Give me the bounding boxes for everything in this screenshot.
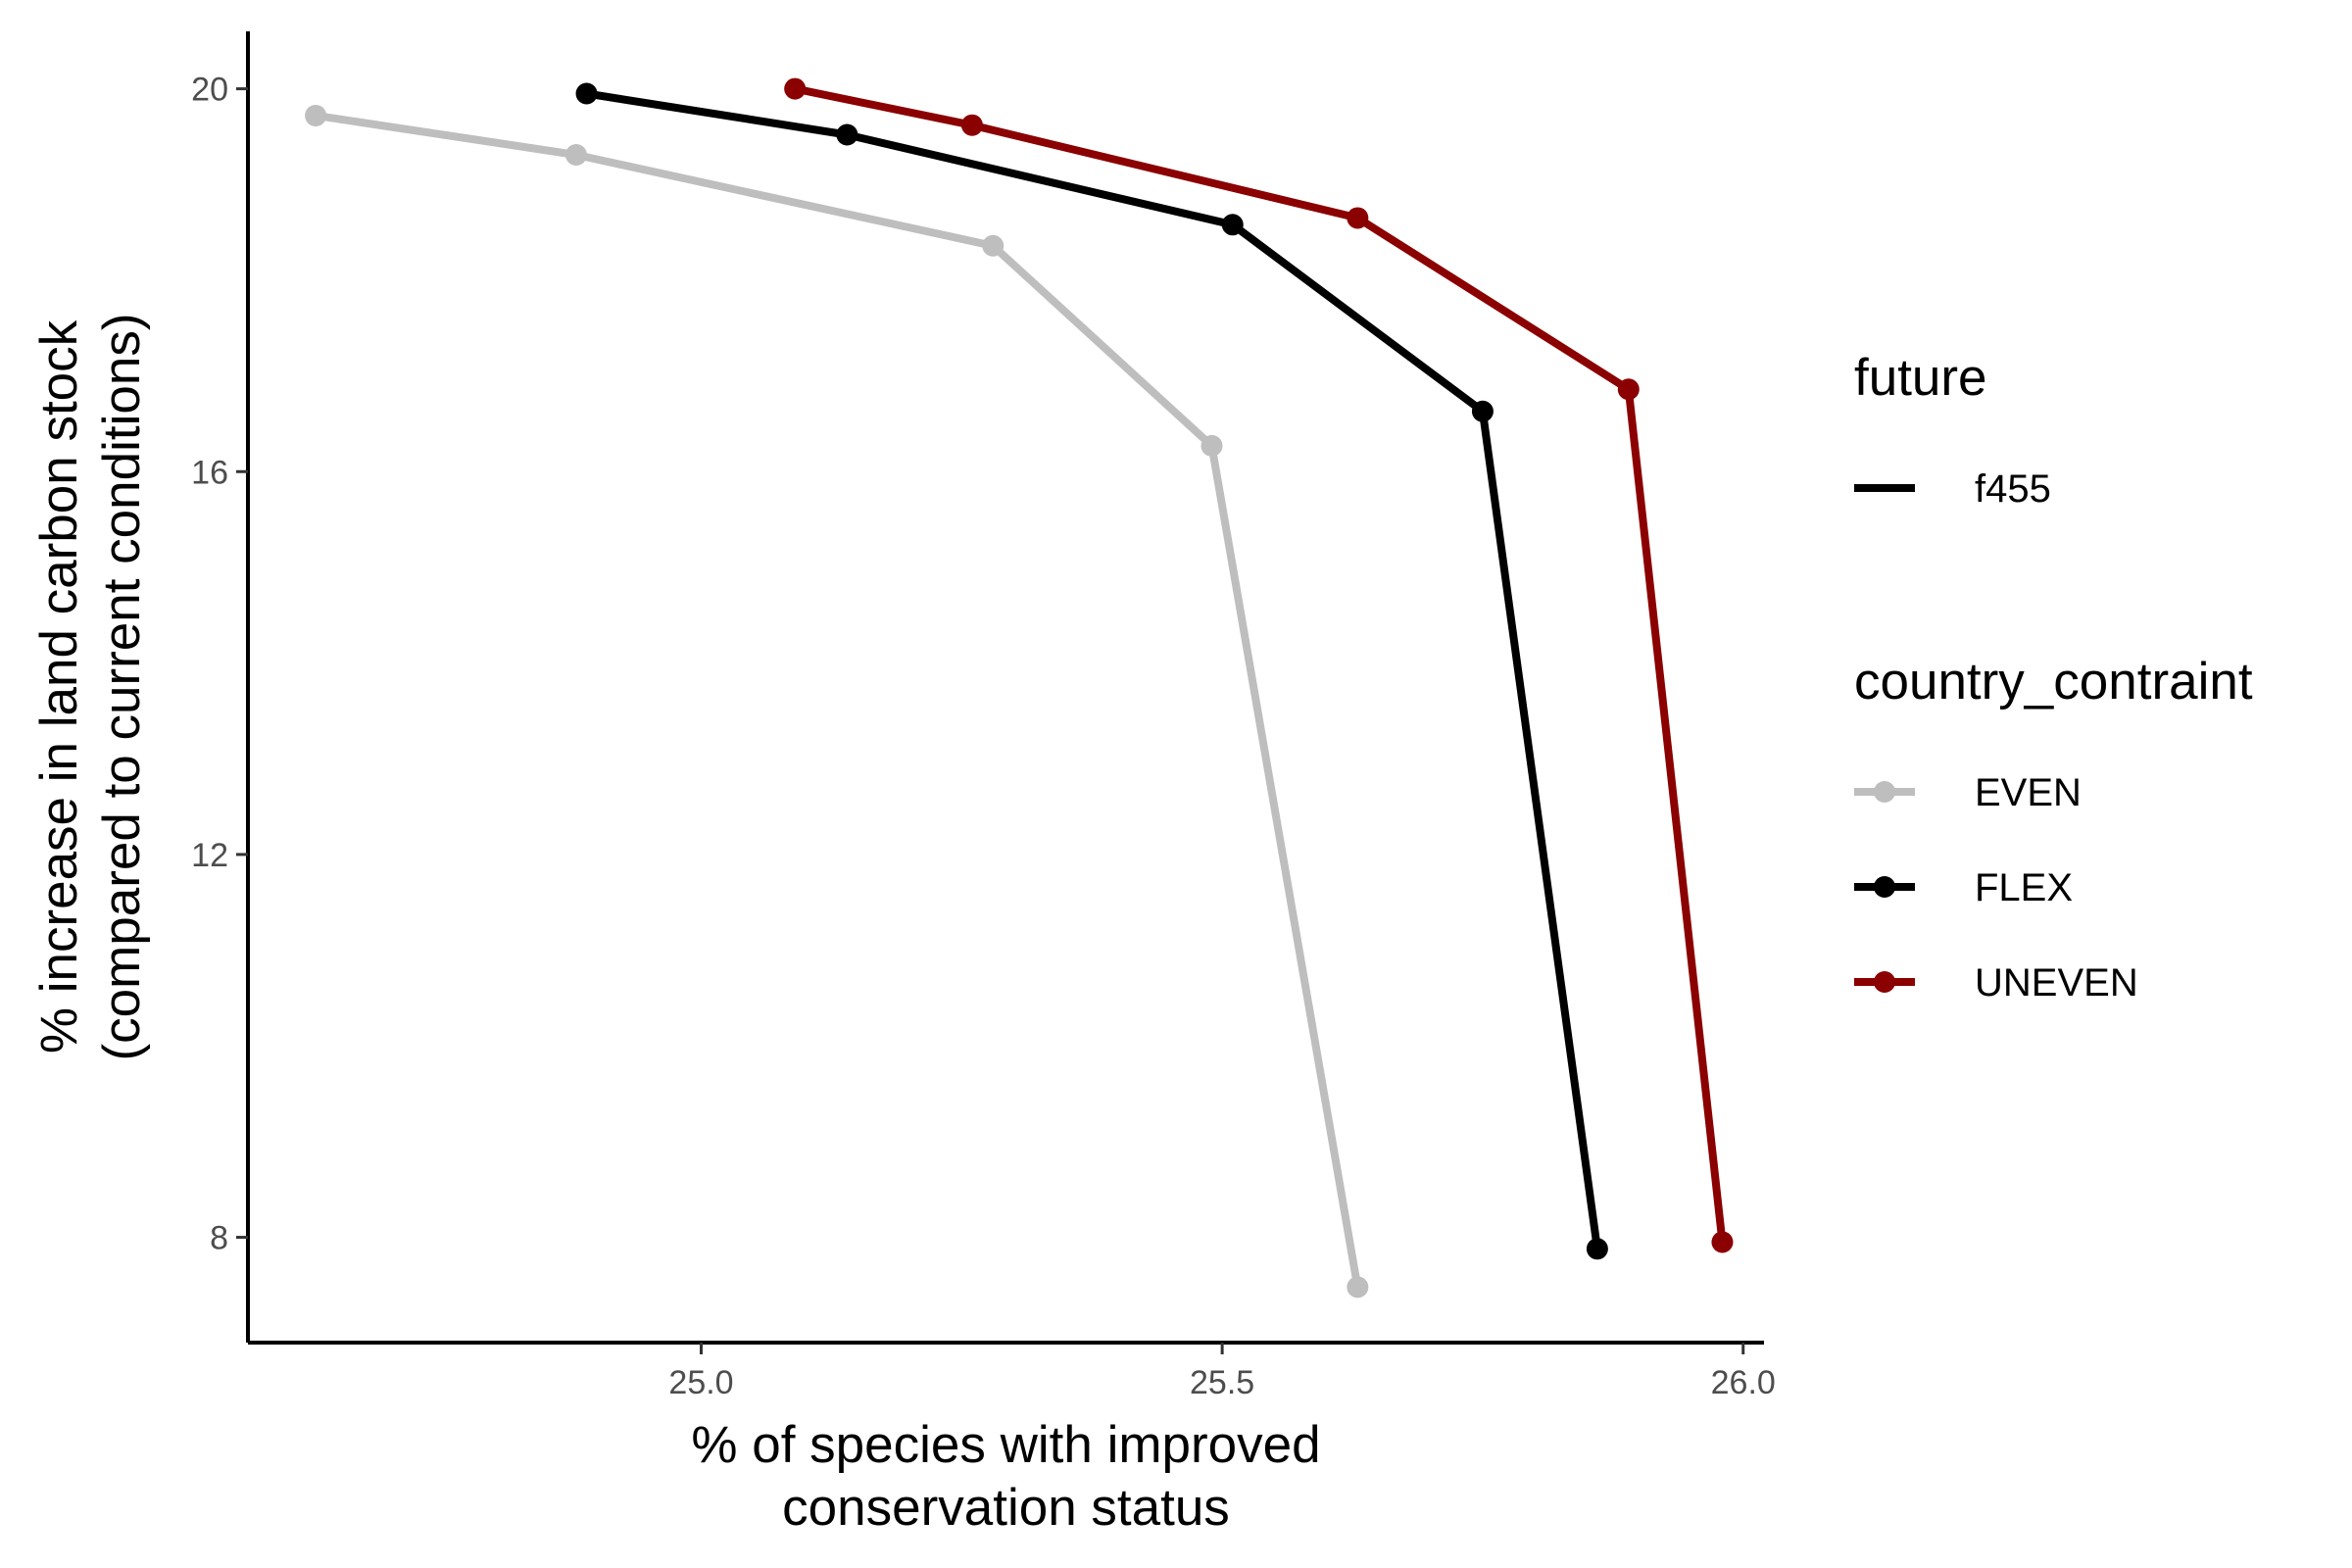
data-point-even [1200, 434, 1223, 457]
y-tick-label: 20 [191, 72, 228, 109]
series-flex [575, 82, 1608, 1260]
legend-group-1: country_contraint EVEN FLEX UNEVEN [1854, 653, 2253, 1004]
legend-group-0: future f455 [1854, 349, 2051, 511]
legend-label: EVEN [1975, 771, 2082, 814]
axes [246, 31, 1764, 1345]
data-point-even [305, 104, 327, 126]
legend: future f455 country_contraint EVEN FLEX UNEVE… [1854, 349, 2253, 1004]
legend-key-flex [1854, 876, 1915, 898]
legend-title: future [1854, 349, 1987, 407]
series-even [305, 104, 1369, 1298]
y-axis-title-line: (compared to current conditions) [93, 314, 151, 1061]
ticks: 25.0 25.5 26.0 8 12 16 20 [191, 72, 1776, 1401]
legend-title: country_contraint [1854, 653, 2253, 710]
data-point-uneven [960, 114, 983, 136]
y-axis-title: % increase in land carbon stock(compared… [30, 314, 151, 1061]
legend-key-point [1874, 876, 1895, 898]
legend-label: UNEVEN [1975, 961, 2138, 1004]
legend-key-point [1874, 781, 1895, 803]
data-point-uneven [1617, 378, 1640, 401]
data-point-flex [1221, 214, 1244, 236]
data-point-flex [836, 123, 858, 146]
y-axis-title-line: % increase in land carbon stock [30, 319, 88, 1054]
y-tick-label: 12 [191, 837, 228, 874]
data-point-even [1347, 1276, 1369, 1298]
legend-key-point [1874, 971, 1895, 993]
series-line-flex [585, 89, 1601, 1250]
plot-area [305, 77, 1734, 1298]
y-tick-label: 8 [210, 1220, 228, 1257]
data-point-flex [575, 82, 598, 105]
y-tick-label: 16 [191, 454, 228, 491]
legend-label: f455 [1975, 467, 2051, 511]
legend-key-uneven [1854, 971, 1915, 993]
data-point-uneven [784, 77, 807, 100]
legend-label: FLEX [1975, 866, 2073, 909]
data-point-uneven [1711, 1231, 1734, 1253]
data-point-even [564, 143, 587, 166]
series-line-uneven [794, 84, 1727, 1243]
data-point-flex [1586, 1238, 1608, 1260]
data-point-even [982, 234, 1004, 257]
x-axis-title-line: % of species with improved [691, 1416, 1320, 1474]
x-axis-title-line: conservation status [782, 1479, 1230, 1537]
series-uneven [784, 77, 1734, 1253]
x-axis-title: % of species with improved conservation s… [691, 1416, 1320, 1537]
x-tick-label: 26.0 [1711, 1364, 1776, 1401]
x-tick-label: 25.5 [1190, 1364, 1254, 1401]
legend-key-even [1854, 781, 1915, 803]
series-line-even [315, 111, 1362, 1289]
data-point-flex [1471, 400, 1494, 422]
x-tick-label: 25.0 [668, 1364, 733, 1401]
data-point-uneven [1347, 207, 1369, 229]
